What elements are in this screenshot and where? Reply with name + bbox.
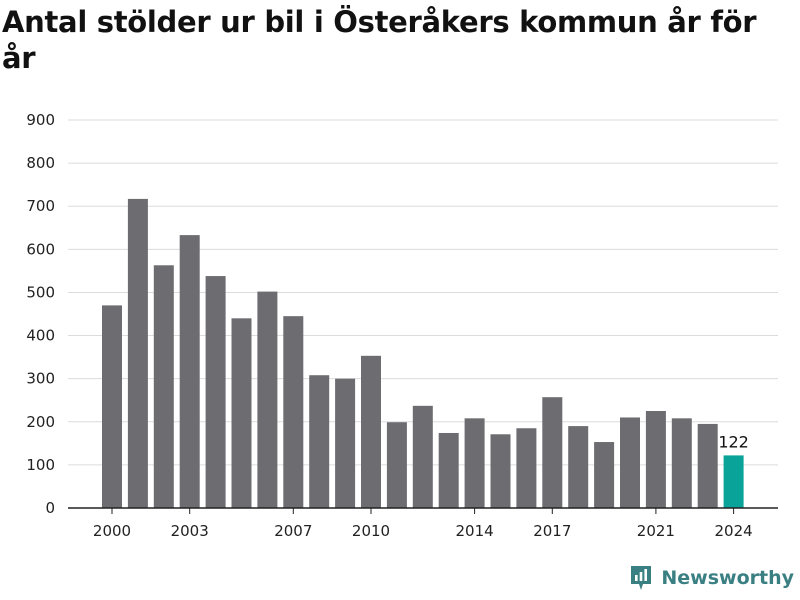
bar-2018	[568, 426, 589, 508]
y-tick-label: 800	[26, 154, 55, 172]
bar-2012	[412, 405, 433, 508]
y-tick-label: 900	[26, 111, 55, 129]
bar-2016	[516, 428, 537, 508]
bar-2007	[283, 316, 304, 508]
bar-2021	[645, 411, 666, 508]
x-tick-label: 2024	[715, 522, 753, 540]
labels: 0 100 200 300 400 500 600 700 800 900 2000 2003 2007…	[26, 111, 752, 540]
bar-2010	[361, 355, 381, 508]
bar-2013	[438, 432, 459, 508]
x-tick-label: 2007	[274, 522, 312, 540]
brand-name: Newsworthy	[661, 567, 794, 589]
bar-2020	[620, 417, 640, 508]
y-tick-label: 600	[26, 240, 55, 258]
y-tick-label: 700	[26, 197, 55, 215]
newsworthy-logo-icon	[631, 566, 652, 590]
x-tick-label: 2000	[93, 522, 131, 540]
bar-2000	[102, 305, 122, 508]
y-tick-label: 100	[26, 456, 55, 474]
bar-2011	[386, 422, 407, 508]
x-tick-label: 2021	[637, 522, 675, 540]
chart-title: Antal stölder ur bil i Österåkers kommun…	[2, 5, 757, 75]
brand-logo: Newsworthy	[629, 564, 794, 592]
y-tick-label: 400	[26, 327, 55, 345]
bar-2015	[490, 434, 511, 508]
x-tick-label: 2017	[533, 522, 571, 540]
bar-2023	[697, 423, 718, 508]
bar-2002	[153, 265, 174, 508]
x-tick-label: 2010	[352, 522, 390, 540]
x-tick-label: 2014	[456, 522, 494, 540]
axes	[68, 507, 778, 514]
bar-2022	[671, 418, 692, 508]
y-tick-label: 0	[45, 499, 55, 517]
bars	[102, 198, 744, 509]
bar-2004	[205, 276, 226, 508]
y-tick-label: 200	[26, 413, 55, 431]
bar-2024	[723, 455, 744, 508]
data-label-2024: 122	[718, 432, 749, 451]
bar-2009	[335, 378, 356, 508]
bar-2017	[542, 397, 563, 508]
bar-2003	[179, 235, 200, 508]
bar-2019	[594, 442, 615, 508]
y-tick-label: 300	[26, 370, 55, 388]
x-tick-label: 2003	[171, 522, 209, 540]
bar-2006	[257, 291, 278, 508]
bar-2001	[127, 198, 148, 509]
bar-2005	[231, 318, 252, 508]
y-tick-label: 500	[26, 283, 55, 301]
bar-2014	[464, 418, 485, 508]
bar-2008	[309, 375, 330, 508]
